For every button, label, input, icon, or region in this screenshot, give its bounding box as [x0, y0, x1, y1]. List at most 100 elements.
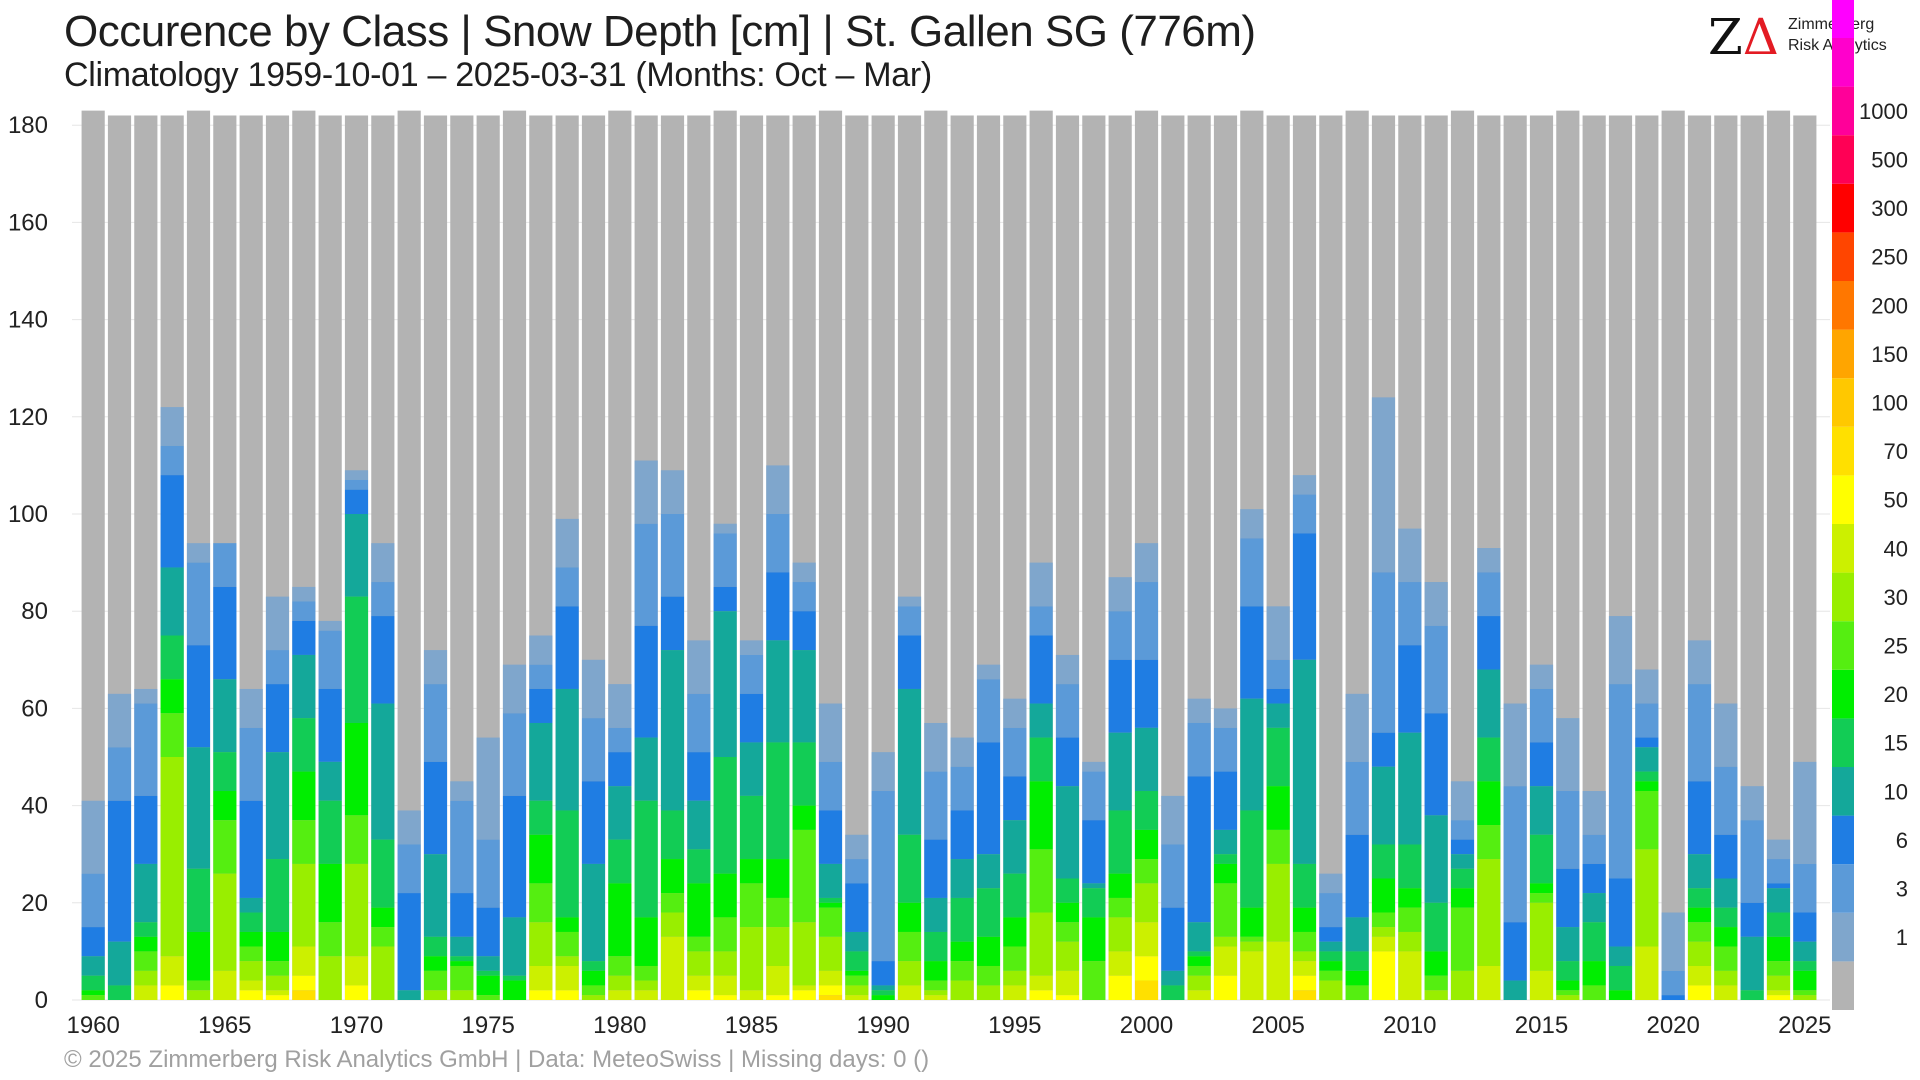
bar-segment: [1477, 572, 1501, 617]
bar-segment: [555, 688, 579, 811]
bar-segment: [1477, 669, 1501, 738]
bar-segment: [397, 990, 421, 1000]
bar-segment: [713, 975, 737, 996]
bar-segment: [924, 995, 948, 1000]
bar-segment: [1029, 562, 1053, 607]
bar-segment: [1213, 936, 1238, 947]
bar-segment: [186, 931, 211, 981]
bar-segment: [1319, 970, 1343, 981]
bar-segment: [186, 645, 211, 748]
bar-segment: [739, 693, 764, 743]
bar-segment: [1134, 956, 1159, 981]
bar-segment: [1424, 625, 1448, 714]
bar-segment: [1134, 829, 1159, 860]
bar-segment: [1371, 844, 1396, 879]
bar-segment: [1240, 907, 1264, 937]
bar-segment: [423, 854, 448, 937]
bar-segment: [608, 990, 632, 1000]
bar-segment: [239, 727, 263, 801]
bar-segment: [634, 800, 658, 918]
bar-segment: [318, 863, 342, 923]
bar-segment: [1029, 781, 1053, 850]
bar-segment: [713, 951, 737, 976]
bar-segment: [423, 936, 448, 957]
bar-segment: [1161, 985, 1185, 1000]
bar-segment: [555, 567, 579, 607]
bar-segment: [502, 664, 527, 714]
bar-segment: [160, 679, 184, 714]
y-tick-label: 60: [21, 695, 48, 722]
legend-label: 1000: [1859, 99, 1908, 124]
bar-segment: [423, 990, 448, 1000]
bar-segment: [1240, 698, 1264, 811]
bar-segment: [687, 936, 711, 952]
bar-segment: [924, 961, 948, 981]
bar-segment: [1740, 902, 1764, 937]
y-tick-label: 20: [21, 890, 48, 917]
bar-segment: [529, 883, 553, 923]
bar-segment: [581, 961, 606, 971]
bar-segment: [634, 460, 658, 524]
bar-segment: [1714, 703, 1738, 767]
bar-segment: [134, 970, 158, 986]
bar-segment: [976, 742, 1001, 855]
bar-segment: [423, 650, 448, 685]
bar-segment: [1661, 970, 1685, 996]
bar-segment: [1292, 494, 1317, 534]
bar-segment: [1398, 732, 1422, 845]
legend-swatch: [1832, 669, 1854, 719]
bar-segment: [239, 688, 263, 728]
bar-segment: [213, 752, 237, 792]
bar-segment: [1398, 907, 1422, 932]
bar-segment: [344, 489, 369, 514]
bar-segment: [344, 815, 369, 864]
bar-segment: [1529, 786, 1554, 835]
bar-segment: [818, 897, 843, 903]
bar-segment: [1766, 912, 1791, 937]
bar-segment: [1266, 941, 1290, 1000]
bar-segment: [107, 800, 132, 942]
bar-segment: [397, 893, 421, 991]
legend-swatch: [1832, 815, 1854, 865]
x-tick-label: 1980: [593, 1012, 646, 1039]
bar-segment: [1082, 961, 1106, 1000]
bar-segment: [1029, 990, 1053, 1000]
bar-segment: [1003, 698, 1027, 728]
legend-swatch-no-snow: [1832, 961, 1854, 1010]
bar-segment: [1292, 931, 1317, 952]
bar-segment: [529, 664, 553, 689]
bar-segment: [1345, 970, 1369, 986]
footer-credits: © 2025 Zimmerberg Risk Analytics GmbH | …: [64, 1046, 930, 1073]
bar-segment: [1319, 893, 1343, 928]
bar-segment: [1187, 975, 1211, 991]
bar-segment: [1608, 990, 1633, 1000]
bar-segment: [239, 800, 263, 898]
bar-segment: [1187, 956, 1211, 966]
bar-segment: [871, 791, 895, 962]
y-tick-label: 100: [8, 501, 48, 528]
bar-segment: [897, 834, 922, 903]
bar-segment: [371, 839, 395, 908]
bar-segment-no-snow: [1740, 115, 1764, 1001]
bar-segment: [1345, 693, 1369, 762]
bar-segment: [1213, 883, 1238, 937]
legend-swatch: [1832, 572, 1854, 622]
bar-segment: [1292, 961, 1317, 976]
bar-segment: [739, 859, 764, 884]
legend-label: 300: [1871, 196, 1908, 221]
bar-segment: [529, 722, 553, 801]
bar-segment: [1398, 844, 1422, 889]
bar-segment: [1292, 990, 1317, 1000]
bar-segment: [1266, 688, 1290, 704]
bar-segment: [450, 893, 474, 937]
bar-segment: [1029, 635, 1053, 704]
bar-segment: [1134, 659, 1159, 728]
bar-segment: [1714, 970, 1738, 986]
bar-segment: [713, 917, 737, 952]
bar-segment: [318, 761, 342, 801]
legend-label: 6: [1896, 828, 1908, 853]
bar-segment: [1055, 922, 1080, 942]
bar-segment: [476, 737, 500, 840]
bar-segment: [318, 956, 342, 1000]
bar-segment: [897, 902, 922, 932]
